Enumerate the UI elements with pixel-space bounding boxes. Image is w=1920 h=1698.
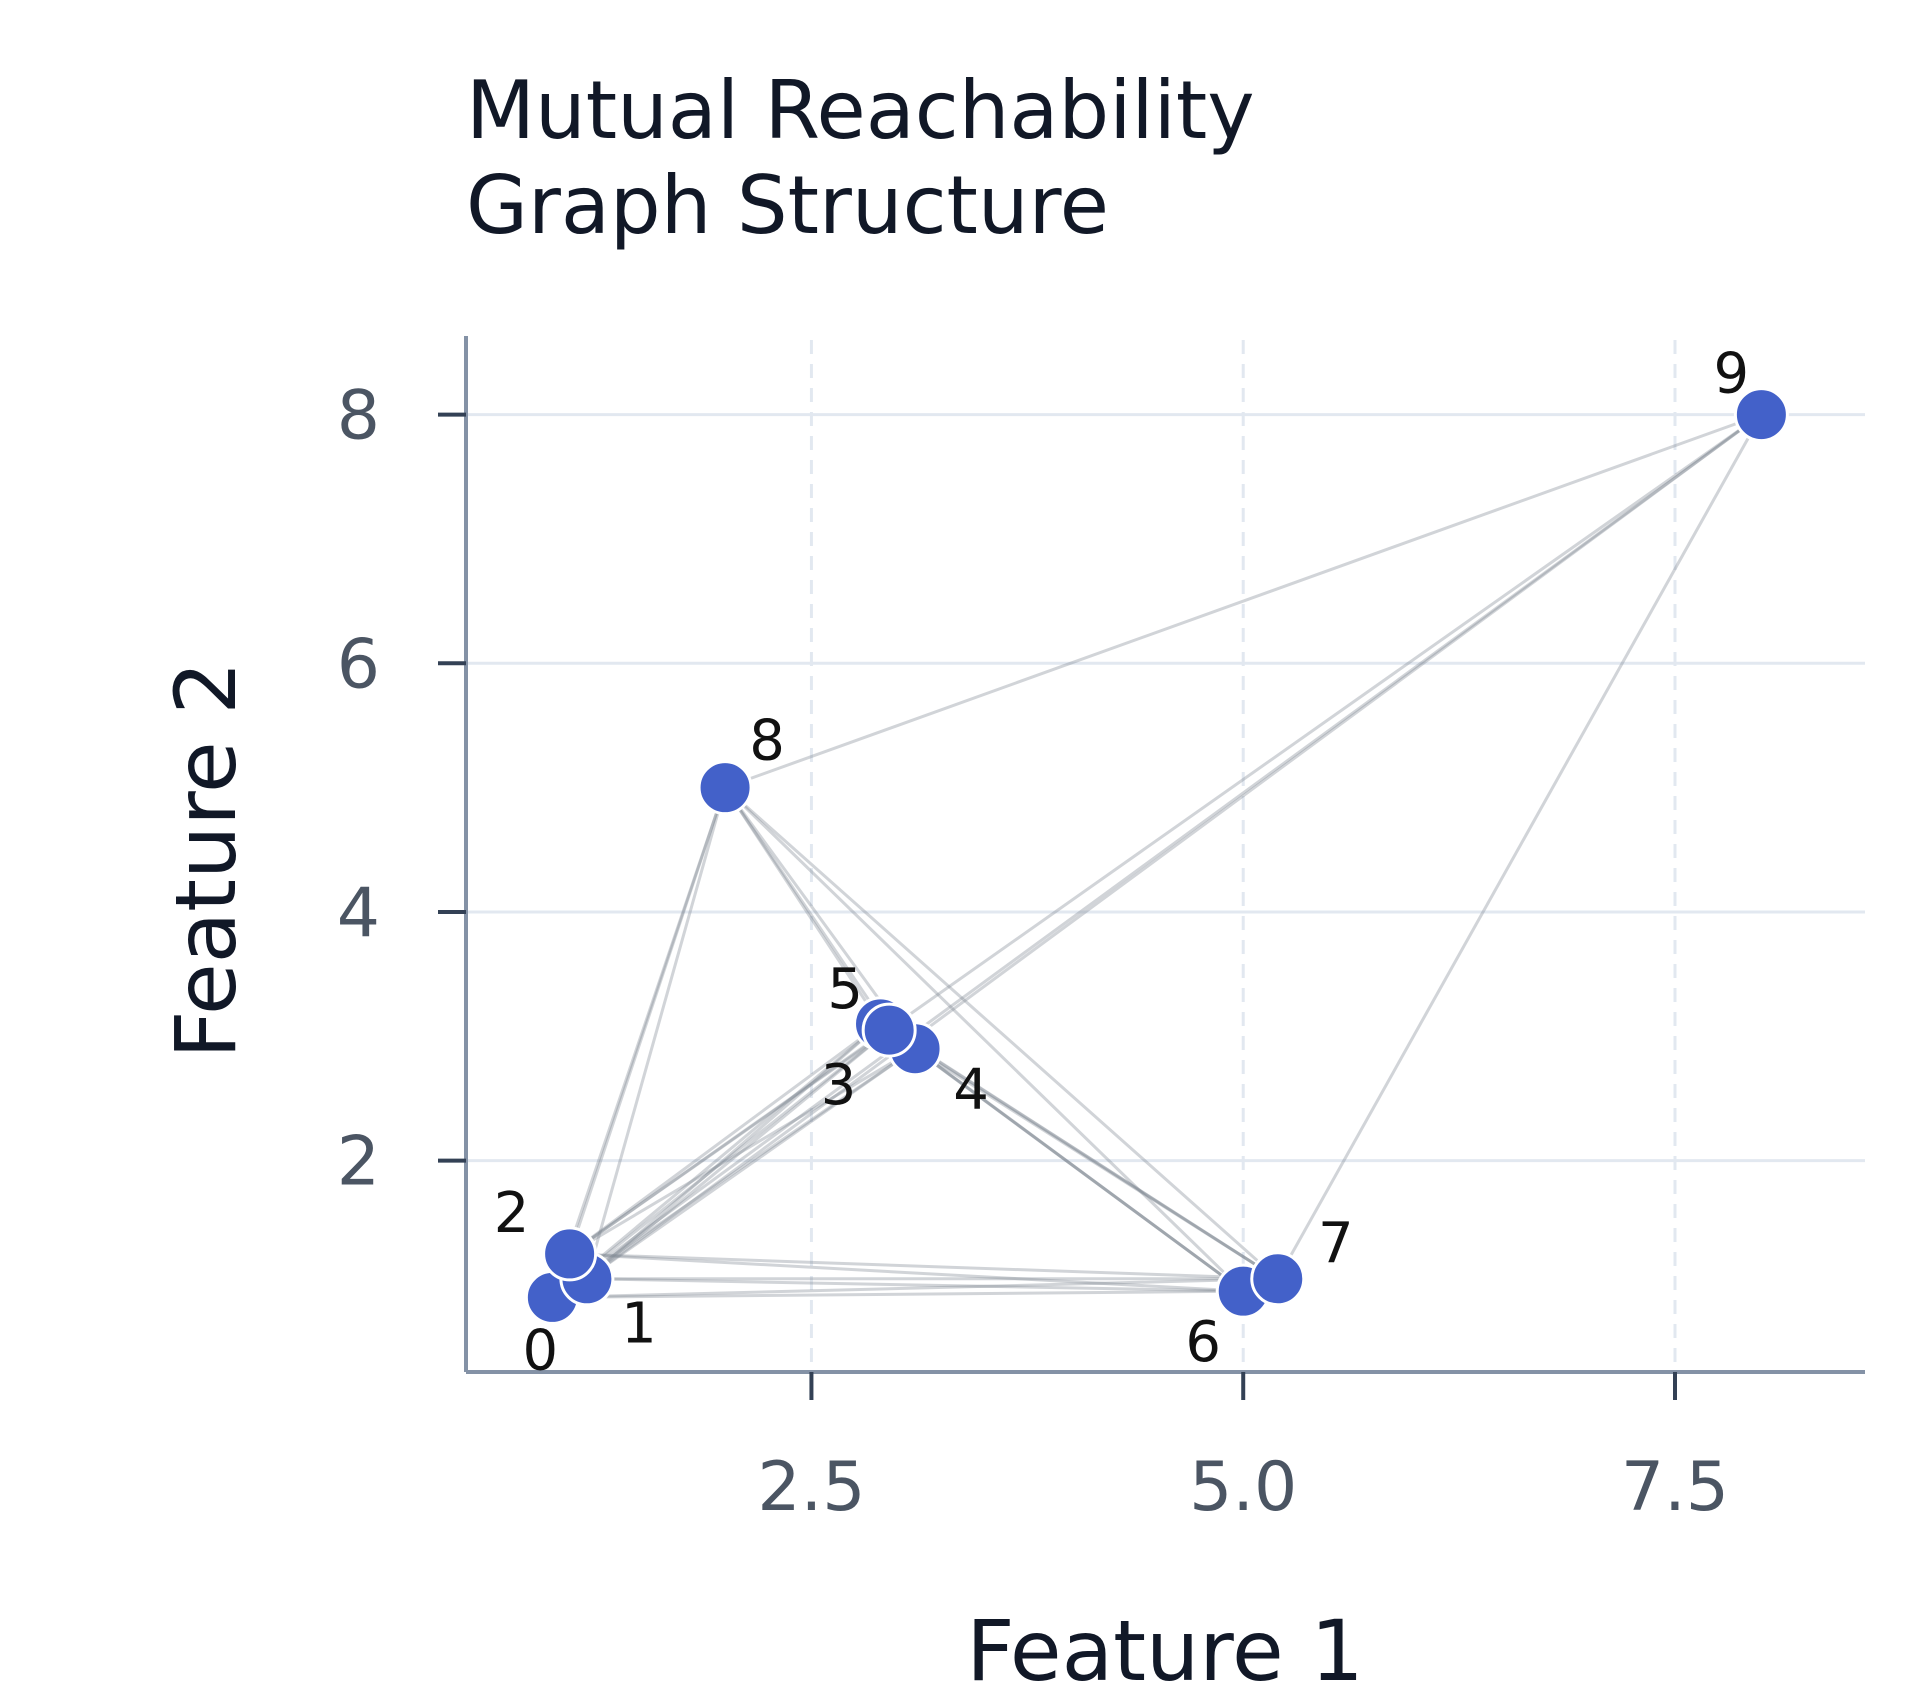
y-tick-label-6: 6	[337, 625, 380, 704]
edge-5-6	[888, 1028, 1245, 1293]
edge-4-7	[914, 1047, 1279, 1281]
edge-9-7	[1276, 413, 1763, 1280]
edge-2-5	[568, 1028, 891, 1256]
edge-3-6	[879, 1022, 1245, 1293]
edge-7-8	[724, 786, 1279, 1280]
edge-0-7	[552, 1277, 1278, 1299]
edge-3-8	[723, 786, 882, 1025]
x-tick-label-7.5: 7.5	[1621, 1448, 1729, 1527]
edge-1-6	[586, 1277, 1244, 1293]
point-label-1: 1	[621, 1292, 657, 1357]
grid-lines	[466, 340, 1865, 1372]
point-labels: 0 1 2 3 4 5 6 7 8 9	[494, 342, 1749, 1384]
edge-9-2	[568, 413, 1763, 1256]
edge-2-4	[568, 1047, 916, 1256]
edge-0-8	[550, 787, 727, 1298]
point-label-6: 6	[1185, 1310, 1221, 1375]
chart-title-line-1: Mutual Reachability	[466, 64, 1255, 157]
edge-3-7	[879, 1022, 1279, 1281]
data-point-7	[1250, 1251, 1306, 1307]
edge-9-0	[551, 413, 1763, 1299]
edge-0-3	[551, 1022, 882, 1299]
data-point-2	[542, 1226, 598, 1282]
data-point-5	[861, 1002, 917, 1058]
point-label-7: 7	[1318, 1212, 1354, 1277]
x-axis-label: Feature 1	[966, 1602, 1364, 1698]
data-point-9	[1733, 387, 1789, 443]
axes: 2 4 6 8 2.5 5.0 7.5	[337, 336, 1865, 1527]
edge-2-6	[569, 1252, 1244, 1293]
point-label-9: 9	[1714, 342, 1750, 407]
point-label-8: 8	[749, 709, 785, 774]
edge-9-1	[586, 413, 1763, 1280]
edge-6-8	[724, 786, 1245, 1293]
y-tick-label-2: 2	[337, 1123, 380, 1202]
edge-2-7	[569, 1252, 1278, 1281]
edge-9-8	[724, 413, 1762, 790]
edge-0-6	[552, 1289, 1244, 1299]
edge-1-3	[585, 1022, 882, 1280]
edge-0-5	[551, 1028, 891, 1299]
x-tick-label-5.0: 5.0	[1189, 1448, 1297, 1527]
point-label-0: 0	[523, 1318, 559, 1383]
data-points	[524, 387, 1789, 1325]
point-label-5: 5	[827, 957, 863, 1022]
edge-1-8	[585, 787, 727, 1280]
edge-0-4	[551, 1047, 916, 1299]
edge-5-8	[723, 786, 891, 1031]
y-tick-label-4: 4	[337, 874, 380, 953]
y-axis-label: Feature 2	[157, 661, 255, 1059]
graph-edges	[550, 413, 1763, 1299]
x-tick-label-2.5: 2.5	[757, 1448, 865, 1527]
y-tick-label-8: 8	[337, 377, 380, 456]
data-point-8	[697, 760, 753, 816]
edge-1-5	[585, 1028, 891, 1280]
edge-4-6	[914, 1047, 1245, 1293]
edge-2-3	[568, 1022, 882, 1256]
point-label-4: 4	[953, 1058, 989, 1123]
edge-1-4	[586, 1047, 916, 1280]
edge-5-7	[888, 1028, 1279, 1281]
chart-title-line-2: Graph Structure	[466, 159, 1109, 252]
point-label-3: 3	[821, 1053, 857, 1118]
edge-2-8	[568, 787, 727, 1255]
point-label-2: 2	[494, 1181, 530, 1246]
